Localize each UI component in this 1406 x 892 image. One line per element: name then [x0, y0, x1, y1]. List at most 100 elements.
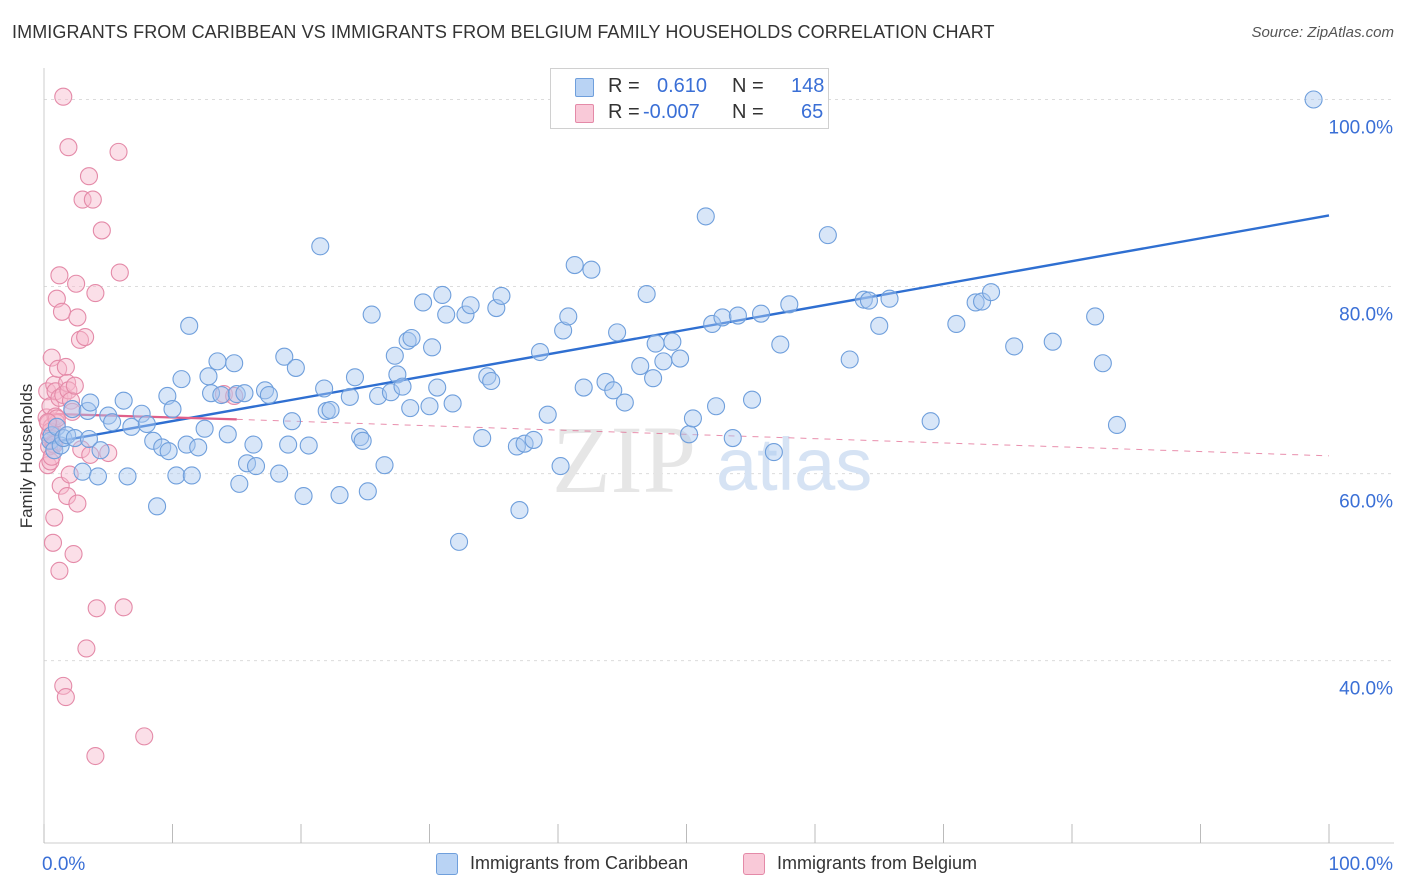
- belgium-point: [68, 494, 87, 513]
- caribbean-point: [375, 456, 394, 475]
- caribbean-point: [235, 384, 254, 403]
- caribbean-point: [1304, 90, 1323, 109]
- caribbean-point: [524, 430, 543, 449]
- caribbean-point: [1005, 337, 1024, 356]
- belgium-point: [45, 508, 64, 527]
- watermark: ZIP atlas: [552, 406, 872, 513]
- belgium-point: [87, 599, 106, 618]
- caribbean-point: [565, 255, 584, 275]
- y-tick-label: 40.0%: [1339, 679, 1393, 700]
- belgium-point: [42, 348, 61, 367]
- belgium-point: [68, 308, 87, 327]
- belgium-point: [59, 381, 78, 400]
- caribbean-point: [1086, 307, 1105, 326]
- belgium-point: [76, 328, 95, 347]
- caribbean-point: [362, 305, 381, 324]
- legend-r-label: R =: [608, 101, 640, 123]
- caribbean-point: [723, 429, 742, 448]
- caribbean-point: [680, 425, 699, 444]
- y-tick-label: 80.0%: [1339, 305, 1393, 326]
- caribbean-point: [81, 393, 100, 412]
- tick-labels: 40.0% 60.0% 80.0% 100.0% 0.0% 100.0%: [42, 118, 1393, 875]
- x-tick-label: 0.0%: [42, 854, 85, 875]
- y-tick-label: 60.0%: [1339, 492, 1393, 513]
- belgium-point: [67, 274, 86, 293]
- caribbean-point: [381, 383, 401, 402]
- caribbean-point: [771, 335, 790, 354]
- caribbean-point: [275, 347, 294, 366]
- caribbean-point: [1107, 415, 1127, 435]
- bottom-legend-label: Immigrants from Caribbean: [470, 853, 689, 873]
- caribbean-point: [212, 385, 231, 405]
- caribbean-trend-line: [50, 214, 1330, 444]
- belgium-point: [79, 167, 99, 186]
- caribbean-point: [473, 429, 492, 448]
- caribbean-point: [707, 397, 726, 416]
- caribbean-point: [137, 414, 156, 434]
- y-tick-label: 100.0%: [1329, 118, 1394, 139]
- belgium-point: [86, 746, 105, 766]
- caribbean-point: [246, 457, 266, 476]
- data-points: [37, 87, 1323, 766]
- source-label: Source: ZipAtlas.com: [1251, 24, 1394, 41]
- caribbean-point: [148, 497, 167, 516]
- watermark-zip: ZIP: [552, 406, 696, 513]
- caribbean-point: [663, 332, 682, 351]
- caribbean-point: [1093, 354, 1112, 373]
- legend-box: R = 0.610 N = 148 R = -0.007 N = 65: [550, 68, 829, 129]
- caribbean-point: [227, 385, 246, 404]
- caribbean-point: [177, 435, 196, 454]
- caribbean-point: [79, 429, 99, 449]
- legend-n-value: 148: [791, 75, 825, 97]
- caribbean-point: [321, 400, 340, 420]
- belgium-point: [54, 87, 73, 106]
- belgium-point: [70, 330, 90, 349]
- legend-swatch-blue: [575, 78, 594, 97]
- belgium-point: [65, 376, 84, 395]
- caribbean-point: [456, 305, 475, 324]
- caribbean-point: [654, 352, 673, 371]
- caribbean-point: [751, 304, 771, 323]
- caribbean-point: [401, 399, 420, 418]
- caribbean-point: [482, 371, 501, 391]
- belgium-point: [72, 440, 91, 459]
- caribbean-point: [559, 307, 578, 326]
- caribbean-point: [443, 394, 462, 413]
- caribbean-point: [780, 295, 799, 314]
- belgium-point: [109, 142, 128, 161]
- caribbean-point: [103, 413, 122, 432]
- caribbean-point: [172, 370, 191, 389]
- caribbean-point: [189, 438, 208, 457]
- caribbean-point: [259, 385, 278, 405]
- caribbean-point: [330, 486, 349, 505]
- caribbean-point: [604, 381, 623, 400]
- caribbean-point: [859, 291, 879, 310]
- caribbean-point: [358, 482, 377, 501]
- caribbean-point: [63, 400, 82, 419]
- caribbean-point: [450, 532, 469, 551]
- caribbean-point: [353, 431, 372, 450]
- caribbean-point: [615, 393, 634, 412]
- legend-n-value: 65: [801, 101, 824, 123]
- caribbean-point: [282, 412, 302, 431]
- caribbean-point: [65, 429, 84, 448]
- belgium-point: [135, 727, 154, 746]
- caribbean-point: [180, 316, 199, 335]
- caribbean-point: [428, 378, 447, 397]
- caribbean-point: [42, 426, 61, 445]
- belgium-point: [81, 445, 100, 464]
- belgium-point: [83, 190, 102, 209]
- legend-swatch-pink: [575, 104, 594, 123]
- caribbean-point: [144, 431, 163, 450]
- caribbean-point: [510, 501, 529, 520]
- gridlines: [44, 99, 1394, 662]
- belgium-point: [110, 263, 129, 282]
- caribbean-point: [182, 466, 201, 485]
- legend-n-label: N =: [732, 101, 764, 123]
- caribbean-point: [340, 387, 359, 406]
- caribbean-point: [870, 316, 889, 335]
- caribbean-point: [433, 285, 452, 305]
- caribbean-point: [713, 308, 732, 327]
- caribbean-point: [1043, 332, 1062, 351]
